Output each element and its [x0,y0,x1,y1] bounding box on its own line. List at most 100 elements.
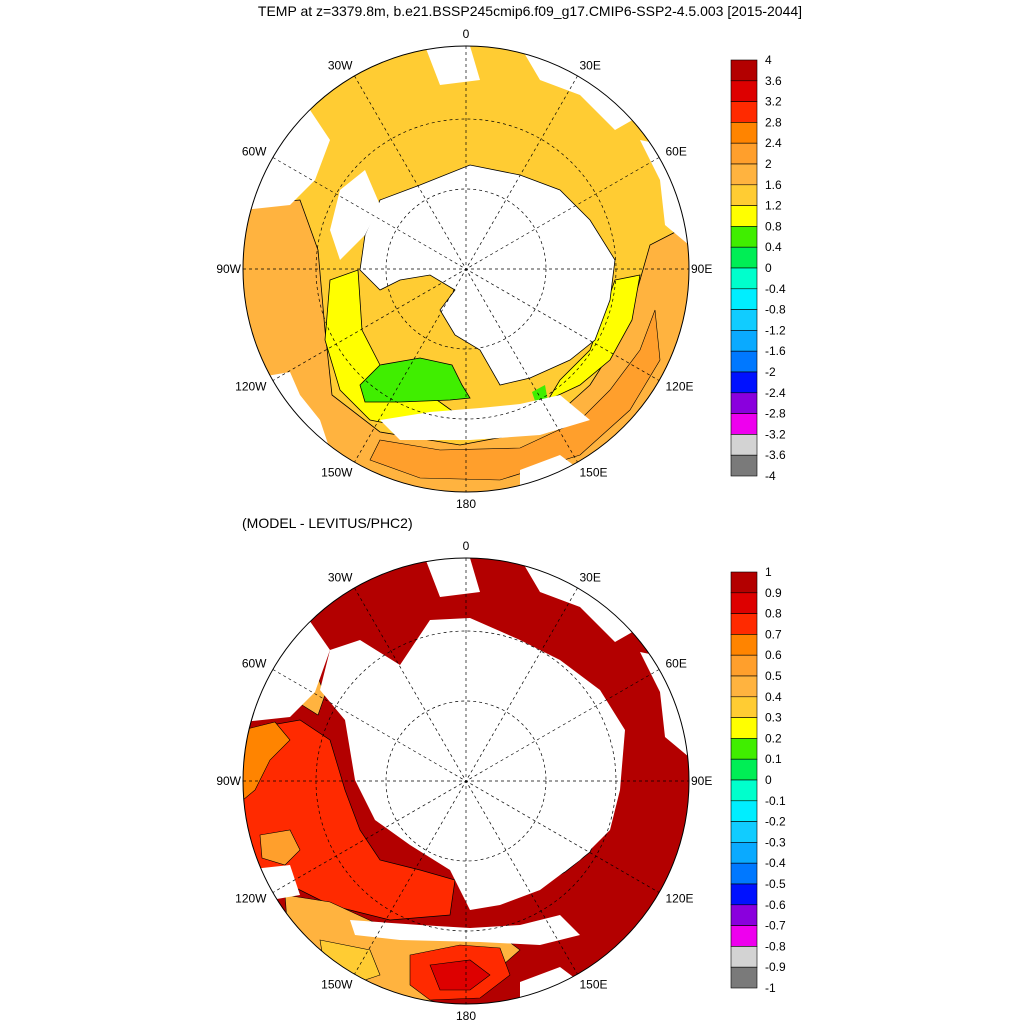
colorbar-label: -0.2 [765,815,786,829]
colorbar-label: -0.8 [765,939,786,953]
colorbar-swatch [730,675,758,698]
colorbar-swatch [730,371,758,394]
colorbar-swatch [730,205,758,227]
colorbar-label: 0.3 [765,711,782,725]
colorbar-label: 4 [765,53,772,67]
colorbar-swatch [730,925,758,947]
longitude-label: 90W [216,262,241,276]
longitude-label: 60W [242,145,267,159]
colorbar-swatch [730,413,758,435]
colorbar-label: 0.8 [765,607,782,621]
colorbar-label: 1.6 [765,178,782,192]
colorbar-swatch [730,309,758,331]
colorbar-swatch [730,454,758,477]
longitude-label: 150E [580,466,608,480]
colorbar-label: -2.8 [765,407,786,421]
map-border-1 [242,45,690,493]
colorbar-label: -0.1 [765,794,786,808]
colorbar-label: 1.2 [765,199,782,213]
colorbar-swatch [730,142,758,165]
colorbar-swatch [730,634,758,656]
longitude-label: 90E [691,262,712,276]
orange-west-2 [259,829,301,866]
colorbar-swatch [730,779,758,802]
colorbar-label: -0.3 [765,835,786,849]
colorbar-label: 0.4 [765,240,782,254]
figure-title: TEMP at z=3379.8m, b.e21.BSSP245cmip6.f0… [258,3,802,19]
colorbar-swatch [730,226,758,248]
colorbar-swatch [730,350,758,373]
longitude-label: 30W [328,59,353,73]
antarctica-land [359,164,616,386]
longitude-label: 150W [321,978,353,992]
orange-band-pacific [369,309,661,481]
colorbar-label: -1.2 [765,323,786,337]
africa-white-2 [425,46,480,85]
colorbar-label: -2 [765,365,776,379]
colorbar-label: 0.8 [765,219,782,233]
longitude-label: 180 [456,1009,476,1023]
colorbar-label: -2.4 [765,386,786,400]
colorbar-swatch [730,267,758,290]
colorbar-swatch [730,122,758,144]
weddell-white [330,170,380,260]
colorbar-label: -0.4 [765,856,786,870]
longitude-labels-1: 0 30E 60E 90E 120E 150E 180 150W 120W 90W 60W 30W [216,27,712,511]
longitude-label: 120E [666,380,694,394]
colorbar-temperature: 4 3.6 3.2 2.8 2.4 2 1.6 1.2 0.8 0.4 0 -0.4 -0.8 -1.2 -… [730,53,786,483]
colorbar-label: 3.6 [765,74,782,88]
colorbar-swatch [730,392,758,414]
colorbar-swatch [730,800,758,822]
colorbar-label: 2.8 [765,115,782,129]
longitude-label: 150E [580,978,608,992]
longitude-label: 90W [216,774,241,788]
colorbar-label: -4 [765,469,776,483]
longitude-label: 120W [235,380,267,394]
colorbar-swatch [730,758,758,781]
colorbar-swatch [730,571,758,594]
africa-white-4 [425,558,480,597]
colorbar-label: 0.2 [765,731,782,745]
colorbar-swatch [730,184,758,206]
temperature-map: 0 30E 60E 90E 120E 150E 180 150W 120W 90W 60W 30W [216,27,712,511]
colorbar-swatch [730,966,758,989]
colorbar-swatch [730,434,758,456]
colorbar-swatch [730,862,758,885]
colorbar-label: 3.2 [765,95,782,109]
colorbar-label: 0.9 [765,586,782,600]
longitude-label: 0 [463,539,470,553]
colorbar-label: -3.6 [765,448,786,462]
colorbar-swatch [730,101,758,123]
colorbar-swatch [730,246,758,269]
longitude-label: 120W [235,892,267,906]
colorbar-label: -1.6 [765,344,786,358]
colorbar-swatch [730,904,758,926]
colorbar-swatch [730,592,758,614]
colorbar-label: 0.7 [765,627,782,641]
longitude-label: 60E [666,145,687,159]
colorbar-label: -0.4 [765,282,786,296]
colorbar-label: 0.1 [765,752,782,766]
colorbar-label: 0 [765,261,772,275]
map-border-2 [242,557,690,1005]
colorbar-label: 0.4 [765,690,782,704]
colorbar-swatch [730,654,758,677]
colorbar-swatch [730,696,758,718]
colorbar-label: 1 [765,565,772,579]
longitude-label: 30E [580,571,601,585]
longitude-label: 60W [242,657,267,671]
colorbar-swatch [730,59,758,82]
colorbar-difference: 1 0.9 0.8 0.7 0.6 0.5 0.4 0.3 0.2 0.1 0 -0.1 -0.2 -0.… [730,565,786,995]
ice-white-ring [320,618,625,910]
colorbar-label: 0 [765,773,772,787]
longitude-label: 180 [456,497,476,511]
colorbar-label: -0.5 [765,877,786,891]
ross-sea-green-region [359,357,471,403]
ross-white-band [350,915,580,945]
graticule-1 [243,46,689,492]
colorbar-swatch [730,613,758,635]
colorbar-label: 2 [765,157,772,171]
longitude-label: 30E [580,59,601,73]
longitude-label: 0 [463,27,470,41]
longitude-label: 90E [691,774,712,788]
